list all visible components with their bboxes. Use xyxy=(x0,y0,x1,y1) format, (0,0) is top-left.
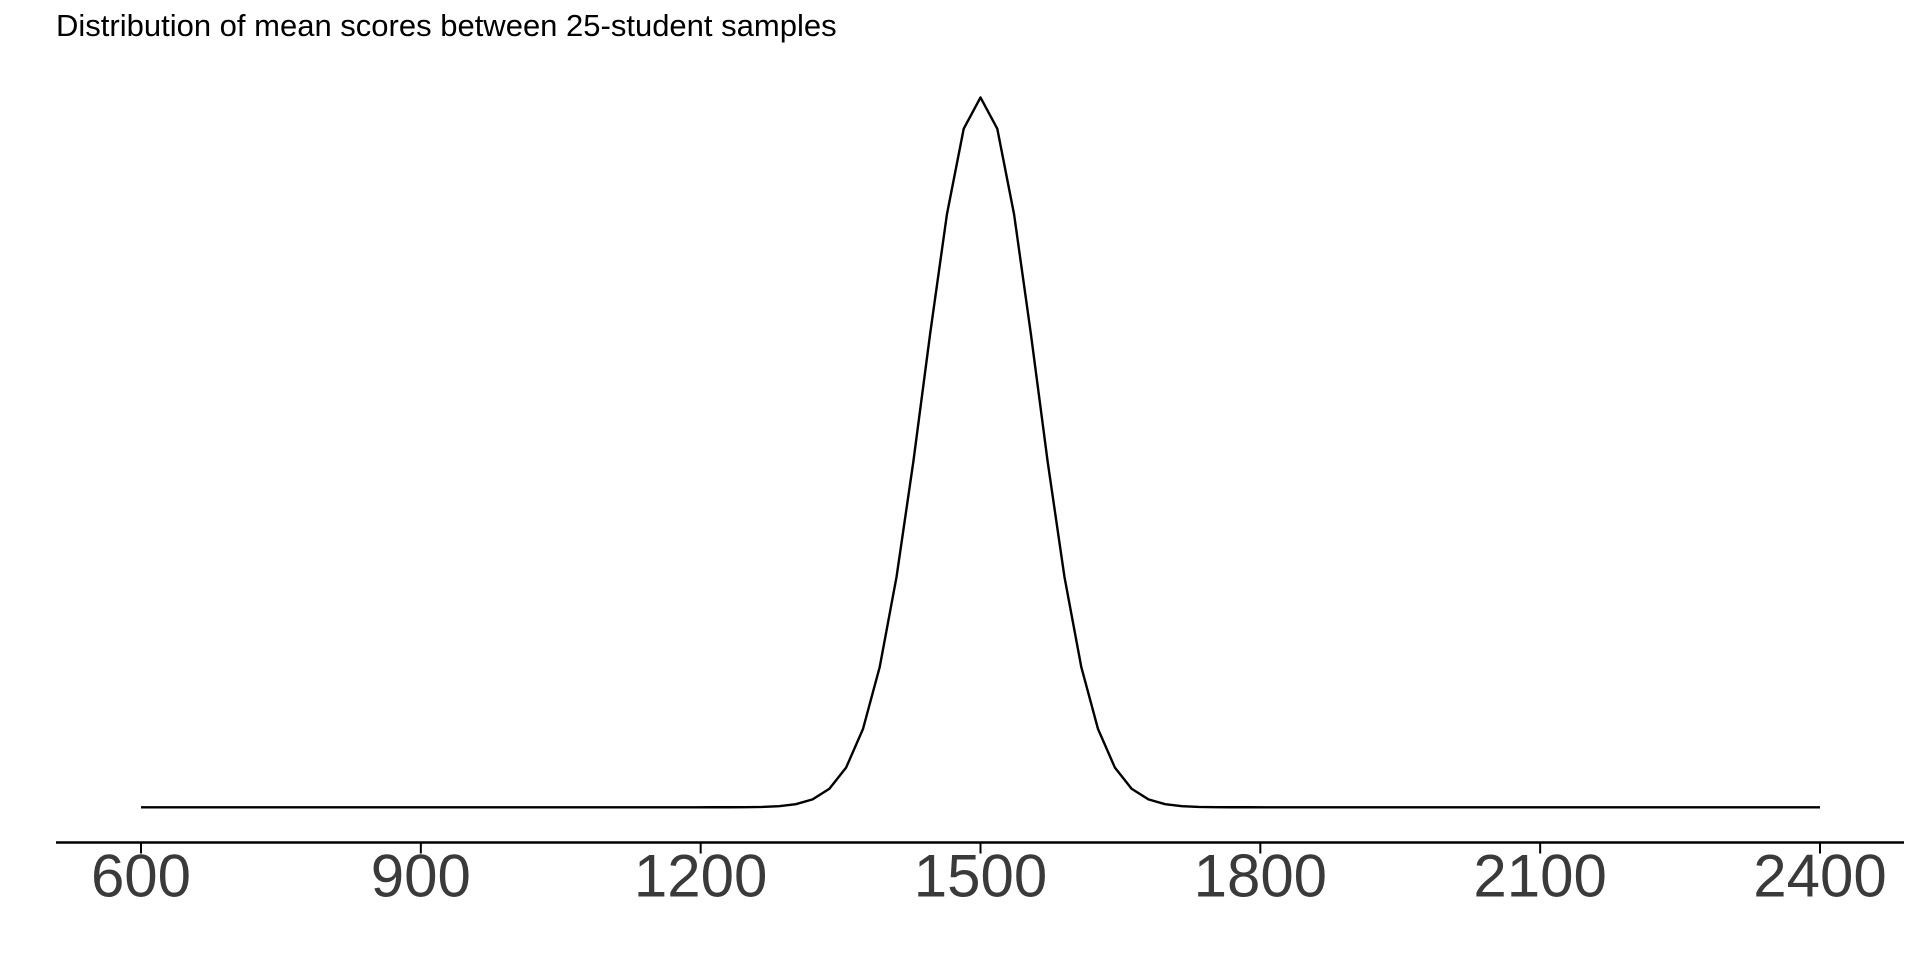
x-tick-label: 1800 xyxy=(1194,842,1327,909)
x-tick-label: 2400 xyxy=(1753,842,1886,909)
chart-title: Distribution of mean scores between 25-s… xyxy=(56,8,837,43)
x-tick-label: 1200 xyxy=(634,842,767,909)
x-tick-label: 2100 xyxy=(1473,842,1606,909)
x-tick-label: 1500 xyxy=(914,842,1047,909)
x-tick-label: 600 xyxy=(91,842,191,909)
x-tick-label: 900 xyxy=(371,842,471,909)
density-line xyxy=(141,96,1820,809)
